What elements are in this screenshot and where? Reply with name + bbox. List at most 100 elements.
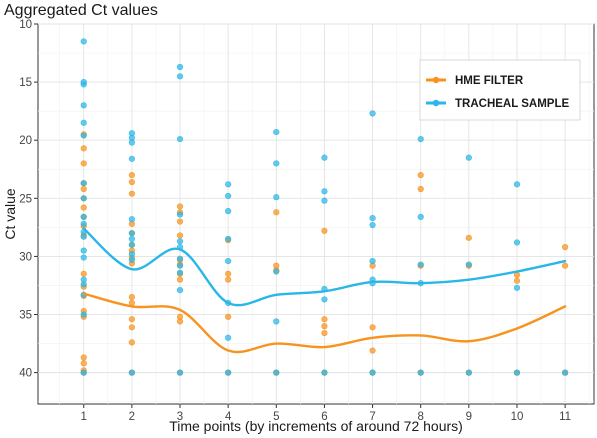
hme-point bbox=[369, 324, 376, 331]
tracheal-point bbox=[321, 296, 328, 303]
tracheal-point bbox=[176, 73, 184, 80]
hme-point bbox=[321, 227, 328, 234]
y-axis-ticks: 10 15 20 25 30 35 40 bbox=[19, 19, 38, 380]
hme-point bbox=[128, 324, 135, 331]
tracheal-point bbox=[225, 369, 232, 376]
tracheal-point bbox=[80, 254, 87, 261]
hme-point bbox=[465, 234, 472, 241]
tracheal-point bbox=[80, 102, 87, 109]
tracheal-point bbox=[80, 233, 87, 240]
x-tick-label: 9 bbox=[466, 411, 472, 423]
hme-point bbox=[80, 185, 87, 193]
tracheal-point bbox=[176, 238, 184, 245]
tracheal-point bbox=[128, 230, 135, 237]
hme-point bbox=[128, 178, 135, 186]
tracheal-point bbox=[273, 369, 280, 376]
hme-point bbox=[128, 316, 135, 323]
tracheal-point bbox=[465, 261, 472, 268]
tracheal-point bbox=[176, 63, 184, 71]
hme-point bbox=[128, 171, 135, 179]
tracheal-point bbox=[128, 369, 135, 376]
legend-hme-label: HME FILTER bbox=[455, 75, 524, 87]
x-tick-label: 4 bbox=[225, 411, 232, 423]
tracheal-point bbox=[80, 281, 87, 288]
tracheal-point bbox=[369, 369, 376, 376]
tracheal-point bbox=[465, 154, 472, 161]
hme-point bbox=[273, 209, 280, 216]
tracheal-point bbox=[80, 311, 87, 318]
x-tick-label: 7 bbox=[369, 411, 375, 423]
x-tick-label: 3 bbox=[177, 411, 183, 423]
tracheal-point bbox=[80, 213, 87, 221]
tracheal-point bbox=[176, 369, 184, 376]
legend-tracheal-marker bbox=[432, 99, 440, 107]
data-points bbox=[80, 38, 569, 376]
hme-point bbox=[225, 313, 232, 320]
x-axis-ticks: 1 2 3 4 5 6 7 8 9 10 11 bbox=[81, 404, 571, 423]
tracheal-point bbox=[128, 241, 135, 248]
hme-point bbox=[417, 185, 424, 193]
tracheal-point bbox=[417, 135, 424, 143]
hme-point bbox=[225, 276, 232, 283]
tracheal-point bbox=[176, 287, 184, 294]
tracheal-point bbox=[417, 213, 424, 221]
tracheal-point bbox=[465, 369, 472, 376]
hme-point bbox=[80, 354, 87, 361]
tracheal-point bbox=[128, 216, 135, 223]
x-tick-label: 6 bbox=[321, 411, 327, 423]
hme-point bbox=[369, 347, 376, 354]
tracheal-point bbox=[513, 239, 521, 246]
hme-point bbox=[562, 244, 569, 251]
hme-point bbox=[176, 318, 184, 325]
legend-hme-marker bbox=[432, 76, 440, 84]
tracheal-point bbox=[80, 132, 87, 139]
y-tick-label: 15 bbox=[19, 77, 32, 89]
tracheal-point bbox=[80, 180, 87, 187]
tracheal-point bbox=[369, 257, 376, 265]
tracheal-point bbox=[176, 211, 184, 218]
tracheal-point bbox=[273, 318, 280, 325]
hme-point bbox=[417, 171, 424, 179]
hme-point bbox=[562, 262, 569, 269]
tracheal-point bbox=[128, 155, 135, 162]
legend-box bbox=[419, 59, 581, 121]
hme-point bbox=[321, 323, 328, 330]
tracheal-point bbox=[562, 369, 569, 376]
y-tick-label: 25 bbox=[19, 193, 32, 205]
tracheal-point bbox=[417, 369, 424, 376]
tracheal-point bbox=[176, 255, 184, 262]
hme-point bbox=[128, 190, 135, 197]
y-tick-label: 40 bbox=[19, 368, 32, 380]
tracheal-point bbox=[128, 139, 135, 146]
trend-lines bbox=[82, 227, 567, 354]
tracheal-point bbox=[176, 135, 184, 143]
chart-title: Aggregated Ct values bbox=[4, 2, 158, 19]
y-tick-label: 35 bbox=[19, 310, 32, 322]
hme-point bbox=[321, 316, 328, 323]
tracheal-point bbox=[321, 188, 328, 195]
tracheal-point bbox=[225, 181, 232, 188]
tracheal-point bbox=[80, 119, 87, 126]
tracheal-point bbox=[369, 214, 376, 222]
y-tick-label: 30 bbox=[19, 251, 32, 263]
tracheal-point bbox=[273, 194, 280, 201]
x-tick-label: 2 bbox=[129, 411, 135, 423]
tracheal-point bbox=[321, 369, 328, 376]
x-axis-title: Time points (by increments of around 72 … bbox=[169, 418, 463, 434]
hme-point bbox=[128, 293, 135, 301]
tracheal-point bbox=[128, 250, 135, 258]
hme-point bbox=[80, 360, 87, 367]
tracheal-point bbox=[369, 221, 376, 229]
tracheal-point bbox=[513, 181, 521, 188]
tracheal-point bbox=[128, 256, 135, 264]
tracheal-point bbox=[321, 197, 328, 204]
hme-point bbox=[225, 270, 232, 277]
x-tick-label: 10 bbox=[511, 411, 524, 423]
tracheal-point bbox=[225, 334, 232, 341]
tracheal-point bbox=[80, 195, 87, 202]
tracheal-point bbox=[513, 284, 521, 291]
tracheal-point bbox=[80, 38, 87, 45]
hme-point bbox=[176, 203, 184, 210]
